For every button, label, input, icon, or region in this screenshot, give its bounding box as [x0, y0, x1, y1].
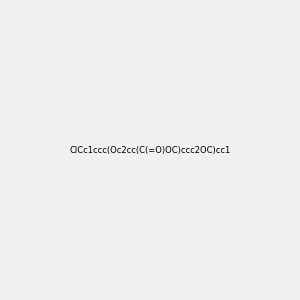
Text: ClCc1ccc(Oc2cc(C(=O)OC)ccc2OC)cc1: ClCc1ccc(Oc2cc(C(=O)OC)ccc2OC)cc1 [69, 146, 231, 154]
